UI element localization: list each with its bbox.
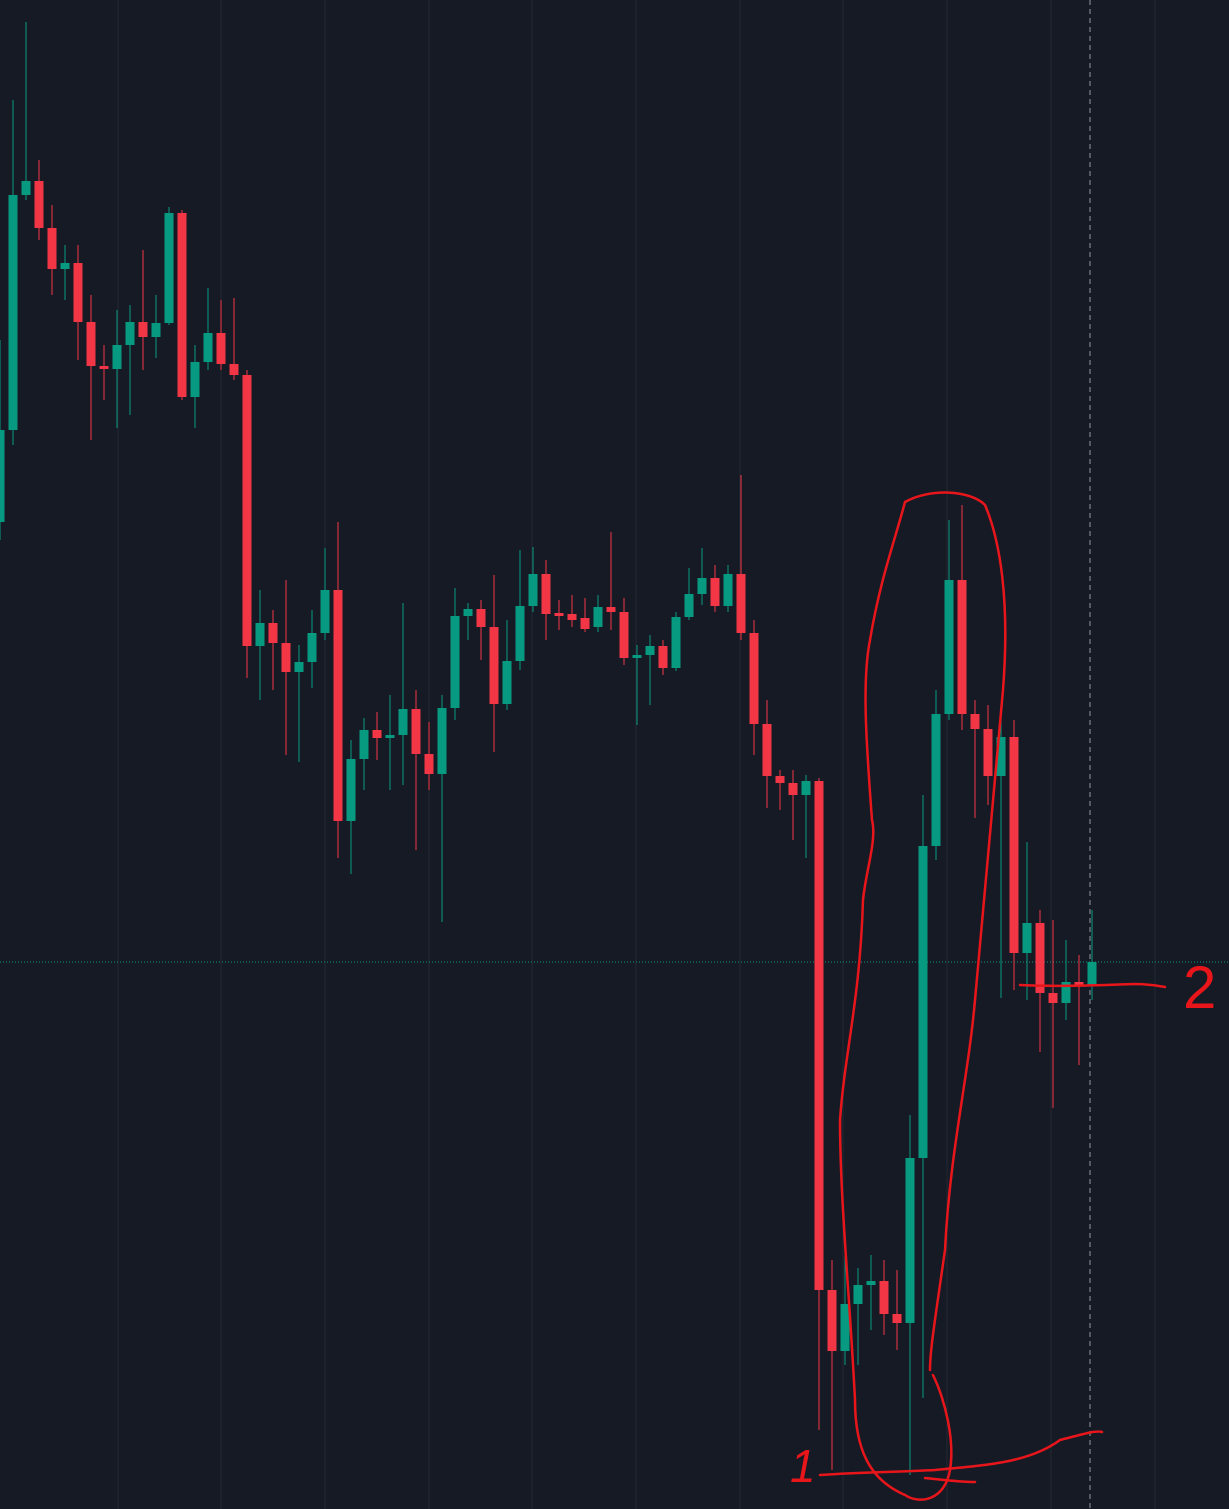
candle-body xyxy=(723,574,733,606)
candle-body xyxy=(983,729,993,776)
candle-body xyxy=(359,730,369,759)
candle-body xyxy=(736,574,746,633)
candle-body xyxy=(944,580,954,714)
candle-body xyxy=(853,1285,863,1304)
candle-body xyxy=(99,366,109,369)
candle-body xyxy=(476,609,486,627)
candle-body xyxy=(8,195,18,430)
candle-body xyxy=(632,655,642,658)
candle-body xyxy=(151,323,161,337)
candle-body xyxy=(125,322,135,345)
candle-body xyxy=(489,627,499,704)
annotation: 2 xyxy=(1183,954,1216,1021)
candle-body xyxy=(554,613,564,616)
candle-body xyxy=(970,714,980,729)
candle-body xyxy=(892,1314,902,1323)
candle-body xyxy=(684,594,694,617)
candle-body xyxy=(801,781,811,795)
candle-body xyxy=(203,333,213,362)
candle-body xyxy=(281,643,291,672)
candle-body xyxy=(593,607,603,627)
candle-body xyxy=(619,612,629,658)
candle-body xyxy=(385,735,395,738)
candle-body xyxy=(229,364,239,375)
candle-body xyxy=(957,580,967,714)
candle-body xyxy=(86,322,96,366)
candle-body xyxy=(749,633,759,724)
candle-body xyxy=(931,714,941,846)
grid xyxy=(117,0,1156,1509)
candle-body xyxy=(190,362,200,397)
candle-body xyxy=(1009,737,1019,953)
candle-body xyxy=(216,333,226,364)
candle-body xyxy=(788,783,798,795)
candle-body xyxy=(775,776,785,783)
drawing xyxy=(818,491,1167,1501)
candle-body xyxy=(411,709,421,754)
candle-body xyxy=(879,1281,889,1314)
candle-body xyxy=(658,646,668,668)
candle-body xyxy=(437,708,447,774)
candle-body xyxy=(762,724,772,776)
candle-body xyxy=(242,375,252,646)
candle-body xyxy=(710,578,720,606)
candle-body xyxy=(567,614,577,620)
candle-body xyxy=(827,1290,837,1351)
bottom-line xyxy=(818,1430,1104,1477)
candle-body xyxy=(73,263,83,322)
level-line xyxy=(1018,982,1167,989)
candle-body xyxy=(47,228,57,269)
candle-body xyxy=(372,730,382,738)
candle-body xyxy=(112,345,122,369)
candle-body xyxy=(60,263,70,269)
candle-body xyxy=(1087,962,1097,986)
candle-body xyxy=(918,846,928,1158)
candle-body xyxy=(905,1158,915,1323)
candle-body xyxy=(21,181,31,195)
candle-body xyxy=(606,607,616,612)
candle-body xyxy=(814,781,824,1290)
candle-body xyxy=(697,578,707,594)
candle-body xyxy=(528,574,538,606)
candle-body xyxy=(671,617,681,668)
candle-body xyxy=(515,606,525,661)
candle-body xyxy=(346,759,356,821)
candle-body xyxy=(463,609,473,616)
candle-body xyxy=(996,737,1006,776)
candle-body xyxy=(164,213,174,323)
candle-body xyxy=(294,662,304,672)
candles xyxy=(0,22,1097,1475)
candle-body xyxy=(1061,982,1071,1003)
candle-body xyxy=(320,590,330,633)
candle-body xyxy=(398,709,408,735)
candle-body xyxy=(255,623,265,646)
candle-body xyxy=(866,1281,876,1285)
candle-body xyxy=(268,623,278,643)
candle-body xyxy=(307,633,317,662)
candle-body xyxy=(1022,923,1032,953)
candle-body xyxy=(580,618,590,629)
candle-body xyxy=(840,1304,850,1351)
candle-body xyxy=(424,754,434,774)
candle-body xyxy=(138,322,148,337)
candle-body xyxy=(177,213,187,397)
candle-body xyxy=(1035,923,1045,993)
candle-body xyxy=(333,590,343,821)
highlight-loop xyxy=(838,491,1007,1501)
candle-body xyxy=(34,181,44,228)
bottom-stroke xyxy=(923,1476,977,1484)
candle-body xyxy=(645,646,655,655)
candle-body xyxy=(541,574,551,614)
candle-body xyxy=(0,430,5,522)
candle-body xyxy=(1074,982,1084,986)
candle-body xyxy=(502,661,512,704)
candle-body xyxy=(1048,993,1058,1003)
annotation: 1 xyxy=(790,1440,816,1492)
candle-body xyxy=(450,616,460,708)
